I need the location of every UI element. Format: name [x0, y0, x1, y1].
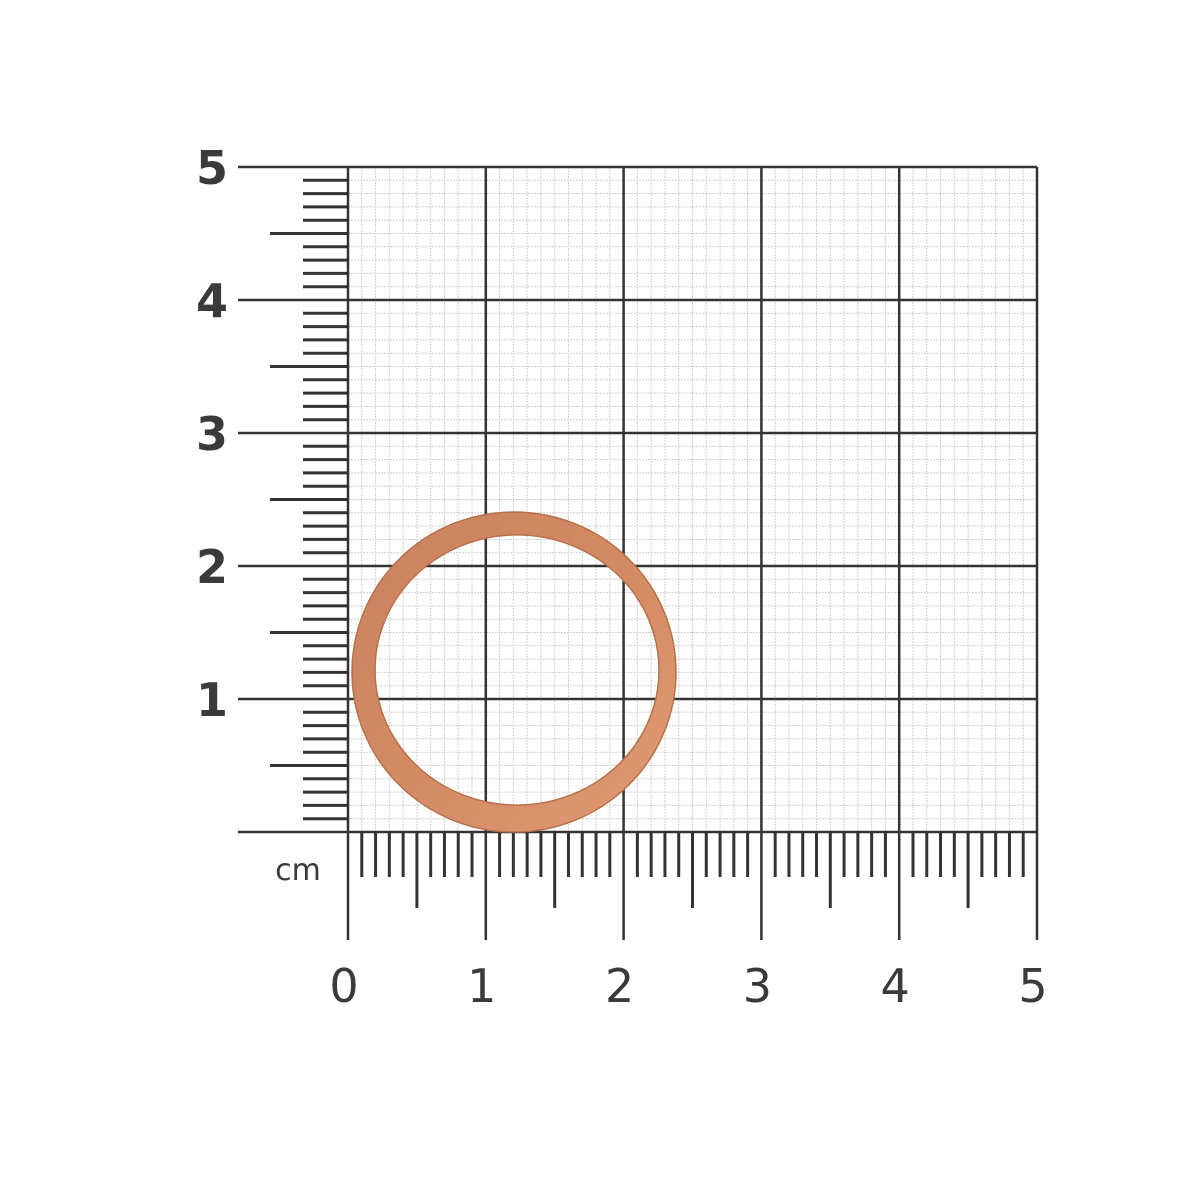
unit-label: cm	[275, 853, 321, 888]
x-axis-label: 0	[329, 959, 358, 1013]
x-axis-label: 4	[881, 959, 910, 1013]
x-axis-label: 2	[605, 959, 634, 1013]
y-axis-label: 3	[196, 407, 228, 461]
y-axis-label: 1	[196, 673, 228, 727]
x-axis-label: 3	[743, 959, 772, 1013]
x-axis-label: 5	[1018, 959, 1047, 1013]
copper-ring	[351, 511, 677, 833]
y-axis-label: 5	[196, 141, 228, 195]
y-axis-label: 2	[196, 540, 228, 594]
y-axis-label: 4	[196, 274, 228, 328]
x-axis-label: 1	[467, 959, 496, 1013]
